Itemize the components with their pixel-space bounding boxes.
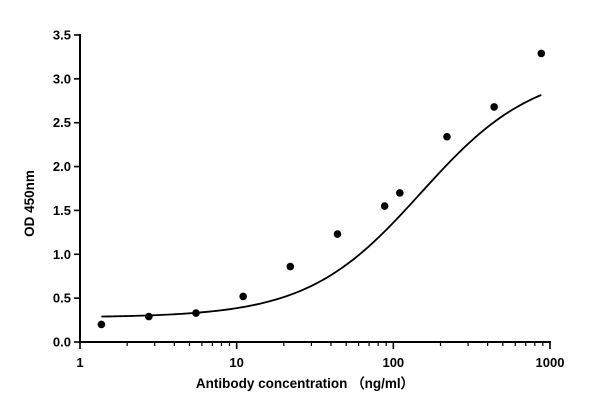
data-point [97, 320, 106, 329]
x-axis-label: Antibody concentration （ng/ml） [196, 376, 414, 391]
data-point [286, 262, 295, 271]
y-tick-label: 3.5 [53, 28, 71, 43]
x-axis-ticks: 1 10 100 1000 [76, 342, 564, 370]
data-point [192, 309, 200, 317]
data-point [239, 292, 247, 301]
y-tick-label: 1.5 [53, 203, 71, 218]
y-tick-label: 0.0 [53, 335, 71, 350]
x-tick-label: 1000 [536, 355, 565, 370]
y-tick-label: 0.5 [53, 291, 71, 306]
y-tick-label: 2.0 [53, 159, 71, 174]
data-point [443, 132, 451, 141]
y-tick-label: 2.5 [53, 115, 71, 130]
data-point [396, 189, 404, 197]
y-tick-label: 1.0 [53, 247, 71, 262]
data-point [380, 202, 389, 210]
x-tick-label: 1 [76, 355, 83, 370]
data-point [333, 230, 342, 238]
data-point [490, 103, 498, 111]
data-point [537, 49, 546, 58]
x-tick-label: 10 [229, 355, 243, 370]
axes [79, 34, 551, 343]
data-point [145, 312, 153, 321]
y-axis-label: OD 450nm [22, 170, 37, 237]
fit-curve [101, 94, 542, 318]
y-axis-ticks: 0.0 0.5 1.0 1.5 2.0 2.5 3.0 3.5 [53, 28, 80, 350]
plot-area [97, 49, 546, 329]
y-tick-label: 3.0 [53, 71, 71, 86]
x-tick-label: 100 [382, 355, 404, 370]
